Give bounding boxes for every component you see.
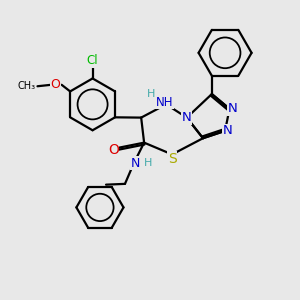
Text: NH: NH (156, 95, 173, 109)
Text: O: O (50, 78, 60, 91)
Text: CH₃: CH₃ (18, 81, 36, 91)
Text: H: H (144, 158, 153, 168)
Text: H: H (147, 89, 155, 99)
Text: O: O (108, 143, 118, 157)
Text: Cl: Cl (87, 54, 98, 67)
Text: N: N (182, 111, 192, 124)
Text: S: S (168, 152, 176, 166)
Text: N: N (223, 124, 233, 137)
Text: N: N (228, 102, 237, 115)
Text: N: N (130, 157, 140, 170)
